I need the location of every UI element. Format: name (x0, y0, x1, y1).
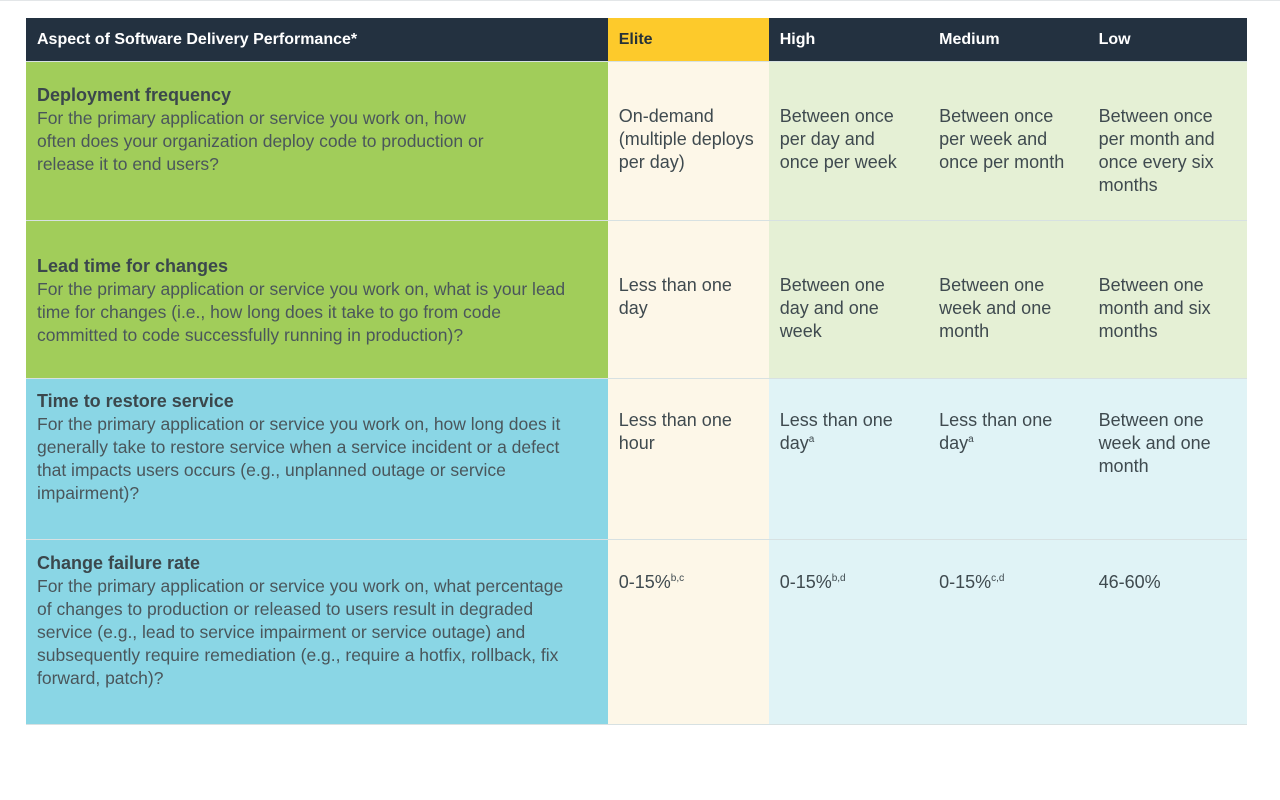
elite-cell: Less than one hour (607, 379, 769, 539)
high-value-text: Less than one day (779, 410, 893, 453)
aspect-title: Change failure rate (37, 553, 201, 573)
low-value: 46-60% (1098, 572, 1161, 592)
low-value: Between one week and one month (1098, 410, 1211, 476)
low-value: Between once per month and once every si… (1098, 106, 1215, 195)
table-row: Time to restore service For the primary … (26, 378, 1247, 539)
elite-value: 0-15%b,c (619, 571, 758, 594)
medium-value: Between once per week and once per month (939, 106, 1065, 172)
aspect-title: Lead time for changes (37, 256, 229, 276)
aspect-description: For the primary application or service y… (37, 108, 484, 174)
low-value: Between one month and six months (1098, 275, 1211, 341)
medium-value-text: Less than one day (939, 410, 1053, 453)
elite-cell: On-demand (multiple deploys per day) (607, 62, 769, 220)
table-row: Deployment frequency For the primary app… (26, 61, 1247, 220)
low-cell: 46-60% (1087, 540, 1247, 724)
medium-value: Less than one daya (939, 409, 1076, 455)
elite-value: Less than one hour (618, 410, 732, 453)
aspect-cell: Change failure rate For the primary appl… (26, 540, 608, 724)
table-header-row: Aspect of Software Delivery Performance*… (26, 18, 1247, 61)
header-high: High (779, 30, 816, 48)
aspect-description: For the primary application or service y… (37, 576, 564, 688)
elite-value-text: 0-15% (618, 572, 671, 592)
medium-cell: 0-15%c,d (928, 540, 1088, 724)
high-value: 0-15%b,d (780, 571, 917, 594)
aspect-title: Time to restore service (37, 391, 234, 411)
top-rule (0, 0, 1280, 1)
high-value-text: 0-15% (779, 572, 832, 592)
medium-cell: Between one week and one month (928, 221, 1088, 378)
footnote-marker: a (968, 434, 974, 445)
footnote-marker: c,d (991, 573, 1005, 584)
high-cell: Less than one daya (768, 379, 929, 539)
aspect-description: For the primary application or service y… (37, 414, 561, 503)
performance-table: Aspect of Software Delivery Performance*… (26, 18, 1247, 725)
elite-cell: Less than one day (607, 221, 769, 378)
low-cell: Between one week and one month (1087, 379, 1247, 539)
medium-value: 0-15%c,d (939, 571, 1076, 594)
table-row: Lead time for changes For the primary ap… (26, 220, 1247, 378)
high-value: Between one day and one week (779, 275, 885, 341)
high-value: Between once per day and once per week (779, 106, 897, 172)
header-elite: Elite (607, 18, 769, 61)
footnote-marker: b,c (670, 573, 685, 584)
elite-value: Less than one day (618, 275, 732, 318)
medium-value: Between one week and one month (939, 275, 1052, 341)
elite-value: On-demand (multiple deploys per day) (618, 106, 754, 172)
high-cell: 0-15%b,d (768, 540, 929, 724)
aspect-title: Deployment frequency (37, 85, 232, 105)
aspect-cell: Lead time for changes For the primary ap… (26, 221, 608, 378)
footnote-marker: a (808, 434, 815, 445)
table-row: Change failure rate For the primary appl… (26, 539, 1247, 725)
aspect-cell: Time to restore service For the primary … (26, 379, 608, 539)
high-cell: Between once per day and once per week (768, 62, 929, 220)
elite-cell: 0-15%b,c (607, 540, 769, 724)
aspect-description: For the primary application or service y… (37, 279, 566, 345)
header-low: Low (1098, 30, 1131, 48)
footnote-marker: b,d (831, 573, 846, 584)
low-cell: Between one month and six months (1087, 221, 1247, 378)
high-cell: Between one day and one week (768, 221, 929, 378)
medium-value-text: 0-15% (939, 572, 992, 592)
medium-cell: Between once per week and once per month (928, 62, 1088, 220)
aspect-cell: Deployment frequency For the primary app… (26, 62, 608, 220)
header-aspect: Aspect of Software Delivery Performance* (37, 30, 358, 48)
low-cell: Between once per month and once every si… (1087, 62, 1247, 220)
medium-cell: Less than one daya (928, 379, 1088, 539)
high-value: Less than one daya (780, 409, 917, 455)
header-medium: Medium (939, 30, 1000, 48)
